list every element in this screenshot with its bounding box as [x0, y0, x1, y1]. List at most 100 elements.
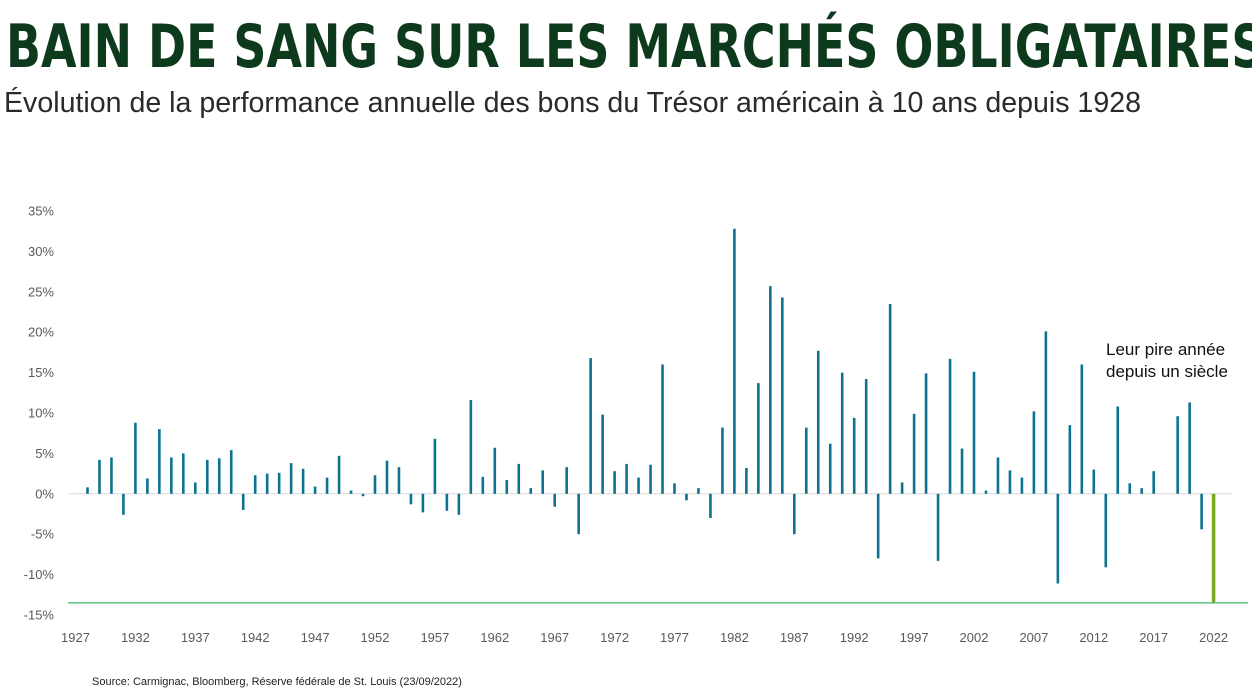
bar-1986: [781, 297, 784, 494]
x-tick-label: 1952: [361, 630, 390, 645]
chart-subtitle: Évolution de la performance annuelle des…: [4, 87, 1141, 119]
bar-1931: [122, 493, 125, 515]
bar-1964: [517, 463, 521, 494]
bar-1960: [469, 400, 473, 494]
bar-1949: [337, 455, 341, 494]
chart-title: BAIN DE SANG SUR LES MARCHÉS OBLIGATAIRE…: [6, 12, 1252, 82]
y-tick-label: -15%: [24, 608, 55, 623]
bar-1966: [541, 470, 545, 494]
bar-1985: [769, 286, 772, 494]
bar-2013: [1104, 493, 1108, 568]
bar-1959: [457, 493, 461, 515]
y-tick-label: 25%: [28, 284, 54, 299]
bar-1988: [804, 427, 808, 494]
bar-1935: [170, 457, 173, 494]
bar-1992: [852, 417, 856, 494]
bar-2003: [984, 490, 988, 494]
bar-2021: [1200, 493, 1203, 530]
bar-2006: [1020, 477, 1024, 494]
y-tick-label: 15%: [28, 365, 54, 380]
y-tick-label: 20%: [28, 325, 54, 340]
bar-1956: [421, 493, 425, 513]
y-tick-label: -10%: [24, 567, 55, 582]
bar-1978: [685, 493, 688, 501]
bar-1962: [493, 447, 497, 494]
x-tick-label: 1977: [660, 630, 689, 645]
bar-2011: [1080, 364, 1084, 494]
x-tick-label: 1972: [600, 630, 629, 645]
annotation-line-2: depuis un siècle: [1106, 362, 1228, 381]
bar-1933: [146, 478, 149, 494]
x-tick-label: 1932: [121, 630, 150, 645]
bar-1929: [98, 459, 101, 494]
source-note: Source: Carmignac, Bloomberg, Réserve fé…: [92, 676, 462, 688]
bar-2008: [1044, 331, 1048, 494]
bar-1983: [745, 467, 748, 494]
x-axis: 1927 1932 1937 1942 1947 1952 1957 1962 1967 1972…: [61, 493, 1232, 645]
bar-1940: [229, 450, 233, 494]
bar-2012: [1092, 469, 1096, 494]
bar-2002: [972, 371, 976, 494]
bar-1961: [481, 476, 485, 494]
bar-1996: [900, 482, 904, 494]
bar-2009: [1056, 493, 1060, 584]
bar-1968: [565, 467, 568, 494]
bar-1930: [110, 457, 113, 494]
bar-2005: [1008, 470, 1012, 494]
bar-1982: [733, 228, 736, 494]
bar-1979: [697, 488, 700, 494]
y-tick-label: -5%: [31, 527, 55, 542]
bar-1947: [313, 486, 317, 494]
x-tick-label: 1927: [61, 630, 90, 645]
bar-2004: [996, 457, 1000, 494]
y-tick-label: 10%: [28, 406, 54, 421]
bar-1980: [709, 493, 712, 519]
x-tick-label: 2022: [1199, 630, 1228, 645]
y-axis: 35% 30% 25% 20% 15% 10% 5% 0% -5% -10% -15%: [24, 204, 55, 623]
bar-1938: [205, 459, 209, 494]
x-tick-label: 1997: [900, 630, 929, 645]
bar-1971: [601, 414, 604, 494]
bar-2016: [1140, 488, 1144, 494]
y-tick-label: 30%: [28, 244, 54, 259]
bar-1995: [888, 303, 892, 494]
bar-1928: [86, 487, 89, 494]
bar-1970: [589, 358, 592, 494]
bar-1984: [757, 383, 760, 494]
bar-2015: [1128, 483, 1132, 494]
x-tick-label: 1962: [480, 630, 509, 645]
bar-1999: [936, 493, 940, 561]
x-tick-label: 1967: [540, 630, 569, 645]
bar-1969: [577, 493, 580, 535]
annotation-line-1: Leur pire année: [1106, 340, 1225, 359]
y-tick-label: 0%: [35, 486, 54, 501]
bar-1942: [253, 475, 257, 494]
bar-1998: [924, 373, 928, 494]
bar-1941: [241, 493, 245, 510]
bar-1939: [217, 458, 221, 494]
bar-1952: [373, 475, 377, 494]
bar-2019: [1176, 416, 1179, 494]
bar-1974: [637, 477, 640, 494]
bar-1936: [182, 453, 185, 494]
x-tick-label: 2017: [1139, 630, 1168, 645]
bar-1975: [649, 464, 652, 494]
bar-1950: [349, 490, 353, 494]
x-tick-label: 2007: [1019, 630, 1048, 645]
x-tick-label: 1947: [301, 630, 330, 645]
bar-1955: [409, 493, 413, 505]
bar-1951: [361, 493, 365, 497]
bar-1981: [721, 427, 724, 494]
bar-1932: [134, 422, 137, 494]
bar-2020: [1188, 402, 1191, 494]
bar-1963: [505, 480, 509, 494]
bar-1948: [325, 477, 329, 494]
bar-1997: [912, 413, 916, 494]
bar-1990: [828, 443, 832, 494]
x-tick-label: 1982: [720, 630, 749, 645]
bar-1953: [385, 460, 389, 494]
bar-1994: [876, 493, 880, 559]
bar-1954: [397, 467, 401, 494]
y-tick-label: 5%: [35, 446, 54, 461]
